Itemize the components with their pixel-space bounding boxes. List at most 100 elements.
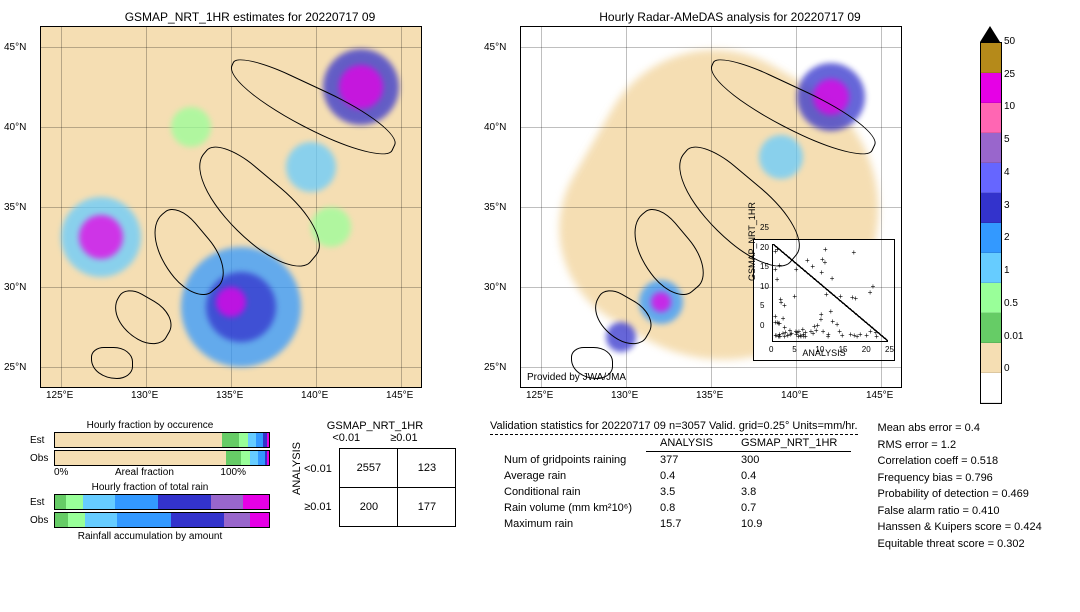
hbar-segment [243, 495, 269, 509]
scatter-point: + [777, 332, 782, 341]
validation-section: Validation statistics for 20220717 09 n=… [490, 420, 858, 600]
scatter-point: + [785, 331, 790, 340]
hbar-title-1: Hourly fraction by occurence [30, 420, 270, 431]
hbar-segment [250, 451, 259, 465]
hbar-segment [66, 495, 83, 509]
validation-cell: 3.5 [646, 484, 727, 500]
scatter-point: + [874, 332, 879, 341]
scatter-point: + [810, 262, 815, 271]
scatter-ytick: 5 [760, 301, 764, 310]
hbar-segment [117, 513, 171, 527]
lat-tick: 40°N [484, 122, 506, 133]
scatter-point: + [823, 258, 828, 267]
scatter-ytick: 0 [760, 321, 764, 330]
scatter-point: + [778, 295, 783, 304]
contingency-col-0: <0.01 [332, 432, 360, 444]
grid-line [796, 27, 797, 387]
colorbar-tick-label: 2 [1004, 232, 1010, 243]
ctable-cell: 2557 [340, 449, 398, 488]
ctable-cell: 200 [340, 488, 398, 527]
validation-cell: 377 [646, 452, 727, 469]
scatter-point: + [824, 290, 829, 299]
hbar-row-label: Est [30, 497, 54, 508]
scatter-point: + [805, 256, 810, 265]
hbar [54, 494, 270, 510]
lon-tick: 125°E [526, 390, 553, 401]
scatter-point: + [799, 332, 804, 341]
lon-tick: 145°E [386, 390, 413, 401]
colorbar-labels: 502510543210.50.010 [1002, 42, 1032, 402]
left-map-title: GSMAP_NRT_1HR estimates for 20220717 09 [40, 10, 460, 24]
scatter-point: + [852, 331, 857, 340]
hbar-segment [224, 513, 250, 527]
score-line: Probability of detection = 0.469 [878, 486, 1042, 503]
scatter-xtick: 15 [839, 345, 848, 354]
colorbar-segment [981, 163, 1001, 193]
hbar-segment [55, 513, 68, 527]
hbar-section: Hourly fraction by occurence EstObs 0% A… [30, 420, 270, 600]
lon-tick: 130°E [131, 390, 158, 401]
scatter-point: + [868, 288, 873, 297]
contingency-table: 2557 123 200 177 [339, 448, 456, 527]
colorbar-segment [981, 343, 1001, 373]
val-col-1: GSMAP_NRT_1HR [727, 435, 851, 452]
colorbar-tick-label: 25 [1004, 69, 1015, 80]
colorbar-segment [981, 43, 1001, 73]
colorbar-arrow-icon [980, 26, 1000, 42]
lat-tick: 25°N [484, 362, 506, 373]
score-line: RMS error = 1.2 [878, 437, 1042, 454]
grid-line [401, 27, 402, 387]
validation-cell: 0.4 [727, 468, 851, 484]
contingency-col-header: GSMAP_NRT_1HR [290, 420, 460, 432]
colorbar-tick-label: 3 [1004, 200, 1010, 211]
validation-cell: 3.8 [727, 484, 851, 500]
left-map-panel: GSMAP_NRT_1HR estimates for 20220717 09 … [40, 10, 460, 410]
contingency-row-header: ANALYSIS [291, 481, 303, 495]
lat-tick: 45°N [484, 42, 506, 53]
score-line: Mean abs error = 0.4 [878, 420, 1042, 437]
scatter-point: + [815, 321, 820, 330]
hbar-segment [211, 495, 243, 509]
lon-tick: 140°E [781, 390, 808, 401]
colorbar-section: 502510543210.50.010 [980, 26, 1032, 410]
bottom-row: Hourly fraction by occurence EstObs 0% A… [10, 420, 1070, 600]
validation-cell: 0.8 [646, 500, 727, 516]
validation-cell: 300 [727, 452, 851, 469]
colorbar-tick-label: 4 [1004, 167, 1010, 178]
scatter-point: + [830, 274, 835, 283]
validation-cell: 10.9 [727, 516, 851, 532]
colorbar-segment [981, 373, 1001, 403]
score-line: Hanssen & Kuipers score = 0.424 [878, 519, 1042, 536]
hbar-segment [222, 433, 239, 447]
colorbar-segment [981, 313, 1001, 343]
scatter-xtick: 20 [862, 345, 871, 354]
precip-blob [171, 107, 211, 147]
grid-line [881, 27, 882, 387]
hbar-row-label: Obs [30, 453, 54, 464]
lat-tick: 35°N [484, 202, 506, 213]
hbar-title-2: Hourly fraction of total rain [30, 482, 270, 493]
score-line: Frequency bias = 0.796 [878, 470, 1042, 487]
val-col-0: ANALYSIS [646, 435, 727, 452]
grid-line [61, 27, 62, 387]
hbar-xlabel: Areal fraction [115, 467, 174, 478]
hbar-segment [115, 495, 158, 509]
hbar-segment [55, 495, 66, 509]
hbars-totalrain: EstObs [30, 493, 270, 529]
hbar-caption: Rainfall accumulation by amount [30, 531, 270, 542]
lat-tick: 25°N [4, 362, 26, 373]
hbar-segment [83, 495, 115, 509]
lon-tick: 135°E [696, 390, 723, 401]
validation-cell: Maximum rain [490, 516, 646, 532]
contingency-row-1: ≥0.01 [304, 501, 332, 513]
colorbar [980, 42, 1002, 404]
left-map [40, 26, 422, 388]
score-line: Equitable threat score = 0.302 [878, 536, 1042, 553]
lat-tick: 30°N [484, 282, 506, 293]
hbar-segment [158, 495, 212, 509]
contingency-col-1: ≥0.01 [390, 432, 417, 444]
hbar-segment [248, 433, 257, 447]
right-map-panel: Hourly Radar-AMeDAS analysis for 2022071… [520, 10, 940, 410]
precip-blob [216, 287, 246, 317]
hbar-row-label: Est [30, 435, 54, 446]
